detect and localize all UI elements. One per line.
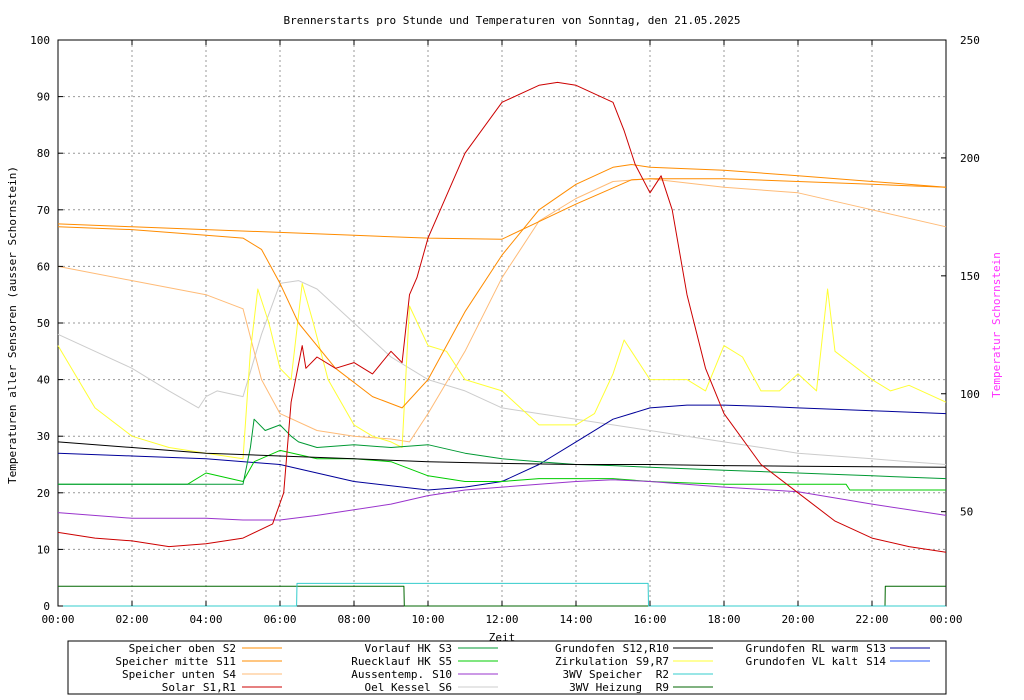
series-line-grundofen-rl-warm <box>57 404 947 491</box>
x-tick-label: 00:00 <box>41 613 74 626</box>
series-line-speicher-unten <box>57 178 947 443</box>
series-line-vorlauf-hk <box>58 418 947 485</box>
x-tick-label: 02:00 <box>115 613 148 626</box>
legend-entry-name: Ruecklauf HK <box>351 655 431 668</box>
legend-entry-name: Speicher mitte <box>115 655 208 668</box>
legend-entry-sensor: S11 <box>216 655 236 668</box>
x-ticks: 00:00 02:00 04:00 06:00 08:00 10:00 12:00 14:00… <box>41 40 963 626</box>
legend-entry-sensor: S1,R1 <box>203 681 236 694</box>
legend-entry-sensor: S4 <box>223 668 237 681</box>
legend-entry-name: Grundofen RL warm <box>746 642 859 655</box>
legend-box <box>67 640 947 695</box>
y2-tick-label: 150 <box>960 270 980 283</box>
y-tick-label: 40 <box>37 374 50 387</box>
legend-entry-sensor: S10 <box>432 668 452 681</box>
y2-tick-label: 50 <box>960 506 973 519</box>
series-line-zirkulation <box>57 282 947 460</box>
x-tick-label: 20:00 <box>781 613 814 626</box>
series-line-3wv-heizung <box>58 585 946 607</box>
x-tick-label: 04:00 <box>189 613 222 626</box>
legend-entry-name: Solar <box>162 681 195 694</box>
x-tick-label: 18:00 <box>707 613 740 626</box>
y-tick-label: 50 <box>37 317 50 330</box>
y2-tick-label: 200 <box>960 152 980 165</box>
legend-entry-name: Grundofen VL kalt <box>746 655 859 668</box>
legend-entry-sensor: S3 <box>439 642 452 655</box>
x-tick-label: 12:00 <box>485 613 518 626</box>
legend-entry-sensor: S13 <box>866 642 886 655</box>
x-tick-label: 22:00 <box>855 613 888 626</box>
x-axis-label: Zeit <box>489 631 516 644</box>
series-line-ruecklauf-hk <box>58 449 946 491</box>
x-tick-label: 00:00 <box>929 613 962 626</box>
legend-entry-sensor: S6 <box>439 681 452 694</box>
series-group <box>57 81 947 607</box>
legend-entry-sensor: R9 <box>656 681 669 694</box>
x-tick-label: 10:00 <box>411 613 444 626</box>
series-line-3wv-speicher <box>58 582 946 607</box>
y2-axis-label: Temperatur Schornstein <box>990 252 1003 398</box>
y2-tick-label: 100 <box>960 388 980 401</box>
legend-entry-sensor: S5 <box>439 655 452 668</box>
legend-entry-name: Zirkulation <box>555 655 628 668</box>
legend-entry-name: Speicher unten <box>122 668 215 681</box>
y-tick-label: 60 <box>37 260 50 273</box>
legend-entry-name: Grundofen <box>555 642 615 655</box>
y-tick-label: 10 <box>37 543 50 556</box>
legend-entry-sensor: S14 <box>866 655 886 668</box>
x-tick-label: 06:00 <box>263 613 296 626</box>
legend: Speicher oben S2 Speicher mitte S11Speicher… <box>67 640 947 695</box>
x-tick-label: 08:00 <box>337 613 370 626</box>
legend-entry-sensor: R2 <box>656 668 669 681</box>
chart-title: Brennerstarts pro Stunde und Temperature… <box>284 14 741 27</box>
legend-entry-name: 3WV Speicher <box>563 668 643 681</box>
legend-entry-name: Aussentemp. <box>351 668 424 681</box>
y-tick-label: 0 <box>43 600 50 613</box>
x-tick-label: 16:00 <box>633 613 666 626</box>
y-tick-label: 30 <box>37 430 50 443</box>
legend-entry-name: Oel Kessel <box>365 681 431 694</box>
legend-entry-name: Vorlauf HK <box>365 642 432 655</box>
y-tick-label: 100 <box>30 34 50 47</box>
legend-entry-name: 3WV Heizung <box>569 681 642 694</box>
legend-entry-sensor: S9,R7 <box>636 655 669 668</box>
y-tick-label: 70 <box>37 204 50 217</box>
legend-entry-sensor: S12,R10 <box>623 642 669 655</box>
legend-entry-name: Speicher oben <box>129 642 215 655</box>
y-tick-label: 80 <box>37 147 50 160</box>
series-line-solar <box>57 81 947 553</box>
series-line-speicher-mitte <box>57 164 947 409</box>
y-tick-label: 90 <box>37 91 50 104</box>
series-line-grundofen <box>57 441 947 468</box>
legend-entry-sensor: S2 <box>223 642 236 655</box>
y-axis-label: Temperaturen aller Sensoren (ausser Scho… <box>6 166 19 484</box>
grid <box>58 40 946 606</box>
y2-ticks: 50 100 150 200 250 <box>941 34 980 519</box>
y-tick-label: 20 <box>37 487 50 500</box>
x-tick-label: 14:00 <box>559 613 592 626</box>
y-ticks: 0 10 20 30 40 50 60 70 80 90 100 <box>30 34 63 613</box>
series-line-aussentemp <box>57 479 947 521</box>
series-line-speicher-oben <box>57 178 947 240</box>
y2-tick-label: 250 <box>960 34 980 47</box>
